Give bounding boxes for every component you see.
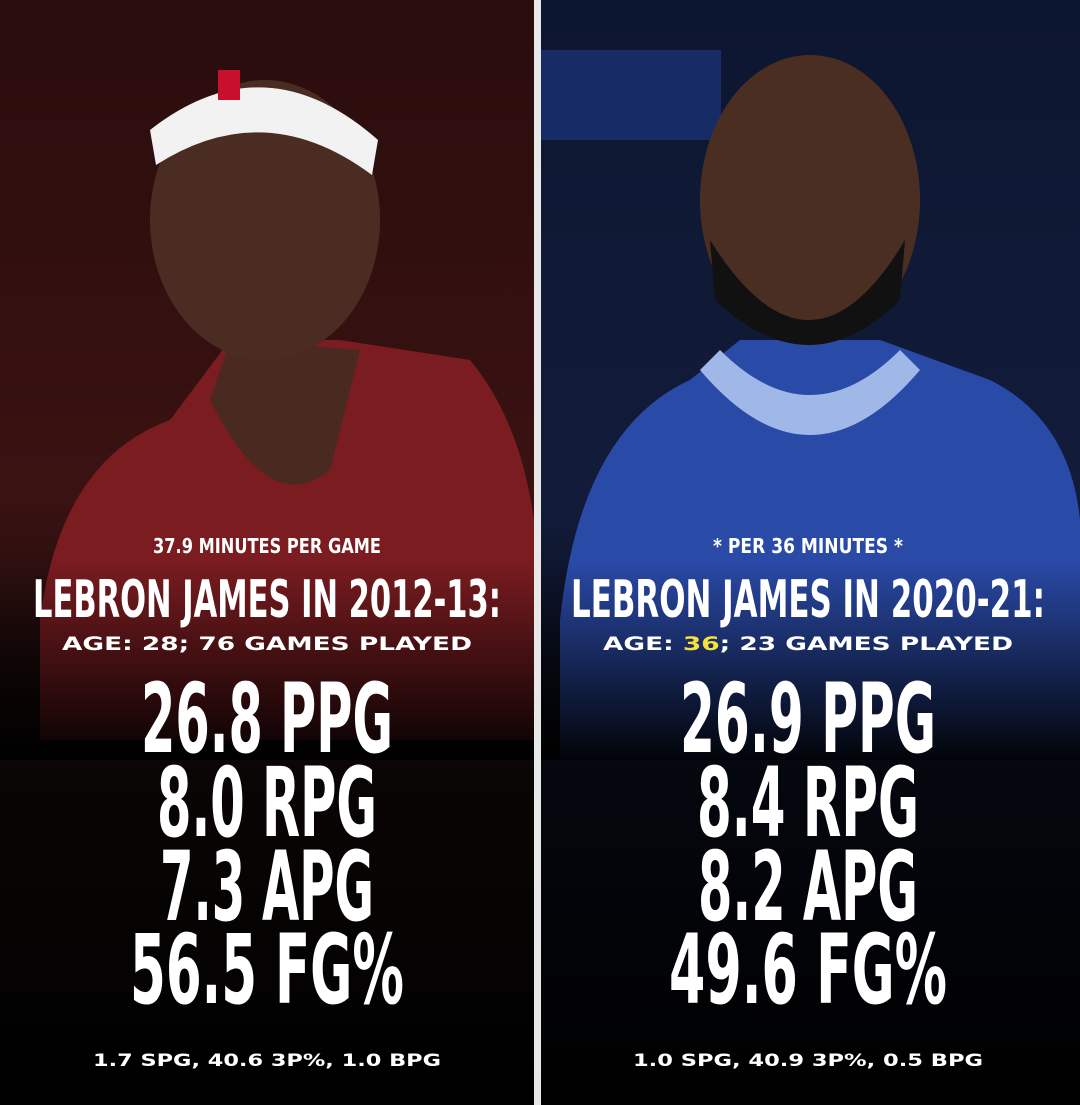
stat: 8.2 APG (698, 831, 918, 943)
info-part: AGE: (603, 633, 683, 655)
divider (534, 0, 541, 1105)
note: * PER 36 MINUTES * (713, 534, 903, 558)
stat: 56.5 FG% (130, 914, 404, 1026)
stat: 8.0 RPG (157, 747, 377, 859)
info-part: 36 (683, 633, 720, 655)
heading: LEBRON JAMES IN 2012-13: (33, 570, 501, 630)
info-part: ; 23 GAMES PLAYED (720, 633, 1013, 655)
stat: 26.8 PPG (141, 663, 393, 775)
note: 37.9 MINUTES PER GAME (153, 534, 381, 558)
stat: 26.9 PPG (680, 663, 936, 775)
heading: LEBRON JAMES IN 2020-21: (571, 570, 1045, 630)
stat: 7.3 APG (160, 831, 374, 943)
info: AGE: 28; 76 GAMES PLAYED (62, 633, 472, 655)
right-photo (541, 50, 1080, 760)
info: AGE: 36; 23 GAMES PLAYED (603, 633, 1013, 655)
footer: 1.7 SPG, 40.6 3P%, 1.0 BPG (93, 1051, 441, 1071)
stat: 49.6 FG% (669, 914, 947, 1026)
footer: 1.0 SPG, 40.9 3P%, 0.5 BPG (633, 1051, 983, 1071)
left-photo (0, 70, 534, 760)
stat: 8.4 RPG (697, 747, 919, 859)
info-part: AGE: 28; 76 GAMES PLAYED (62, 633, 472, 655)
